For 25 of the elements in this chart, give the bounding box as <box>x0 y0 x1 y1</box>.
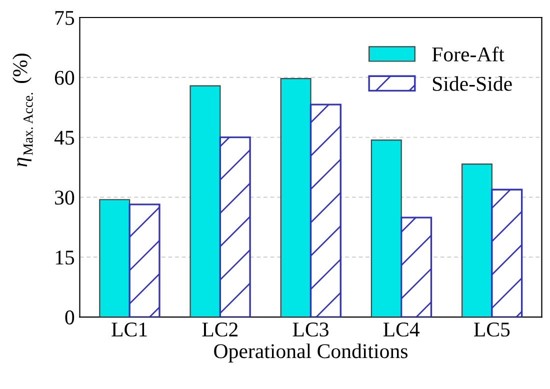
y-tick-label: 15 <box>56 250 74 265</box>
bar <box>461 164 492 318</box>
y-tick-label: 0 <box>65 310 74 324</box>
bar <box>491 188 523 318</box>
bar <box>370 140 402 318</box>
bar <box>99 199 130 318</box>
legend-label: Side-Side <box>432 76 512 91</box>
bar <box>219 136 251 318</box>
bar <box>128 204 160 318</box>
x-tick-label: LC3 <box>292 322 328 337</box>
x-tick-label: LC5 <box>474 322 510 337</box>
y-axis-title: ηMax. Acce. (%) <box>12 54 33 167</box>
y-tick-label: 60 <box>54 70 74 85</box>
bar <box>400 216 432 318</box>
x-axis-title: Operational Conditions <box>214 344 408 362</box>
y-tick-label: 75 <box>55 11 74 25</box>
x-tick-label: LC4 <box>383 322 420 337</box>
bar <box>190 85 221 318</box>
bar <box>280 78 312 318</box>
y-tick-label: 30 <box>55 190 74 205</box>
x-tick-label: LC2 <box>202 322 238 337</box>
y-tick-label: 45 <box>54 130 74 145</box>
bar <box>310 104 342 318</box>
legend-label: Fore-Aft <box>432 46 504 62</box>
x-tick-label: LC1 <box>112 322 147 337</box>
